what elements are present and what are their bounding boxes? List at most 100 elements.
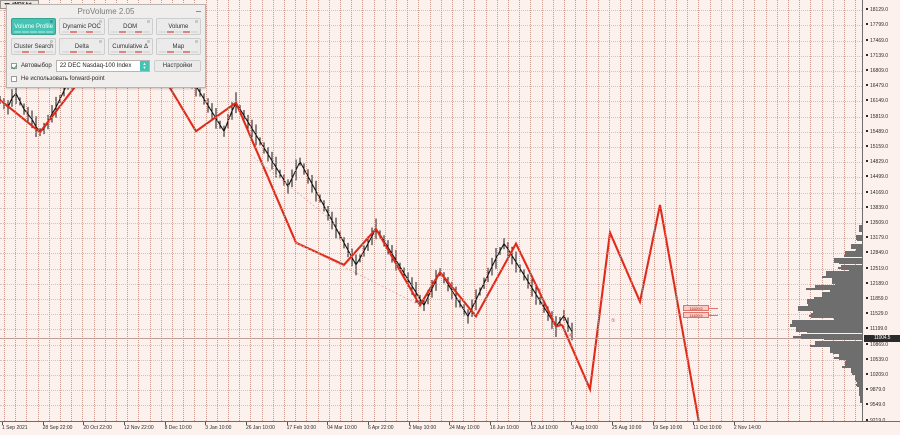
spinner-icon[interactable]: ▲ ▼ [140, 61, 149, 71]
vertical-gridline [844, 0, 845, 421]
vertical-gridline [183, 0, 184, 421]
time-tick-mark [123, 422, 125, 425]
button-sparkline-icon [110, 51, 150, 53]
price-axis[interactable]: 11004.5 18129.0 17799.0 17469.0 17139.0 1680… [862, 0, 900, 421]
time-tick-label: 17 Feb 10:00 [286, 425, 317, 431]
price-tick-label: 17799.0 [866, 22, 888, 28]
panel-button-cluster-search[interactable]: ▫ Cluster Search [11, 38, 57, 55]
horizontal-gridline [0, 177, 862, 179]
volume-profile-bar [803, 322, 862, 325]
volume-profile-bar [829, 273, 862, 276]
volume-profile-bar [807, 331, 862, 334]
time-tick-mark [245, 422, 247, 425]
button-indicator-icon [146, 20, 150, 23]
panel-button-cumulative[interactable]: ▫ Cumulative Δ [107, 38, 153, 55]
volume-profile-bar [813, 296, 862, 299]
vertical-gridline [250, 0, 251, 421]
time-tick-mark [42, 422, 44, 425]
time-tick-label: 2 May 10:00 [408, 425, 437, 431]
time-tick-label: 19 Sep 10:00 [652, 425, 683, 431]
time-tick-mark [205, 422, 207, 425]
vertical-gridline [609, 0, 610, 421]
panel-button-volume[interactable]: ▫ Volume [155, 18, 201, 35]
price-tick-label: 9219.0 [866, 418, 885, 421]
vertical-gridline [777, 0, 778, 421]
price-tick-label: 12519.0 [866, 266, 888, 272]
price-tick-label: 15489.0 [866, 129, 888, 135]
time-tick-label: 3 Aug 10:00 [571, 425, 598, 431]
panel-button-label: Volume Profile [14, 23, 53, 30]
price-tick-label: 17469.0 [866, 38, 888, 44]
horizontal-gridline [0, 314, 862, 316]
button-indicator-icon [98, 20, 102, 23]
time-tick-mark [733, 422, 735, 425]
button-sparkline-icon [62, 31, 102, 33]
volume-profile-bar [850, 246, 862, 249]
price-tick-label: 11529.0 [866, 311, 888, 317]
time-tick-label: 6 Apr 22:00 [367, 425, 394, 431]
volume-profile-bar [841, 365, 862, 369]
vertical-gridline [710, 0, 711, 421]
time-tick-label: 11 Oct 10:00 [693, 425, 722, 431]
vertical-gridline [855, 0, 856, 421]
price-tick-label: 9549.0 [866, 402, 885, 408]
panel-button-volume-profile[interactable]: ▫ Volume Profile [11, 18, 57, 35]
volume-profile-bar [819, 342, 862, 345]
button-indicator-icon [146, 40, 150, 43]
time-tick-mark [2, 422, 3, 425]
vertical-gridline [284, 0, 285, 421]
horizontal-gridline [0, 253, 862, 255]
horizontal-gridline [0, 55, 862, 57]
button-corner-icon: ▫ [158, 40, 160, 44]
panel-button-map[interactable]: ▫ Map [155, 38, 201, 55]
panel-button-delta[interactable]: ▫ Delta [59, 38, 105, 55]
forward-point-row: Не использовать forward-point [7, 72, 205, 82]
vertical-gridline [262, 0, 263, 421]
volume-profile-bar [834, 356, 862, 359]
vertical-gridline [217, 0, 218, 421]
horizontal-gridline [0, 101, 862, 103]
time-tick-mark [408, 422, 410, 425]
vertical-gridline [743, 0, 744, 421]
button-sparkline-icon [158, 51, 198, 53]
panel-button-row-2: ▫ Cluster Search ▫ Delta ▫ Cumulative Δ ▫ Map [7, 38, 205, 58]
wave-count-label: ⑤ [611, 318, 616, 324]
time-tick-label: 26 Jan 10:00 [245, 425, 275, 431]
panel-button-dynamic-poc[interactable]: ▫ Dynamic POC [59, 18, 105, 35]
forward-point-checkbox[interactable] [11, 76, 17, 82]
panel-button-label: Cumulative Δ [112, 43, 148, 50]
time-tick-label: 25 Aug 10:00 [611, 425, 642, 431]
panel-button-dom[interactable]: ▫ DOM [107, 18, 153, 35]
time-tick-mark [83, 422, 85, 425]
time-axis[interactable]: 1 Sep 2021 28 Sep 22:00 20 Oct 22:00 12 Nov… [0, 421, 900, 435]
volume-profile-bar [806, 287, 862, 290]
price-annotation-box[interactable]: 11629.5 11429.5 [683, 305, 718, 319]
time-tick-mark [367, 422, 369, 425]
button-sparkline-icon [14, 51, 54, 53]
minimize-icon[interactable] [196, 11, 201, 12]
price-tick-label: 18129.0 [866, 7, 888, 13]
settings-button[interactable]: Настройки [154, 60, 201, 72]
vertical-gridline [553, 0, 554, 421]
price-tick-label: 10539.0 [866, 357, 888, 363]
vertical-gridline [127, 0, 128, 421]
volume-profile-bar [845, 358, 862, 362]
button-indicator-icon [98, 40, 102, 43]
price-tick-label: 16809.0 [866, 68, 888, 74]
volume-profile-bar [858, 229, 862, 233]
volume-profile-bar [793, 335, 862, 339]
button-corner-icon: ▫ [110, 20, 112, 24]
button-corner-icon: ▫ [14, 20, 16, 24]
volume-profile-bar [859, 391, 862, 394]
settings-button-label: Настройки [162, 63, 193, 69]
symbol-select[interactable]: 22 DEC Nasdaq-100 Index ▲ ▼ [55, 60, 150, 72]
vertical-gridline [150, 0, 151, 421]
auto-select-checkbox[interactable] [11, 63, 17, 69]
time-tick-mark [530, 422, 532, 425]
vertical-gridline [665, 0, 666, 421]
vertical-gridline [4, 0, 5, 421]
horizontal-gridline [0, 207, 862, 209]
horizontal-gridline [0, 192, 862, 194]
vertical-gridline [295, 0, 296, 421]
provolume-panel[interactable]: ProVolume 2.05 ▫ Volume Profile ▫ Dynamic P… [6, 4, 206, 88]
